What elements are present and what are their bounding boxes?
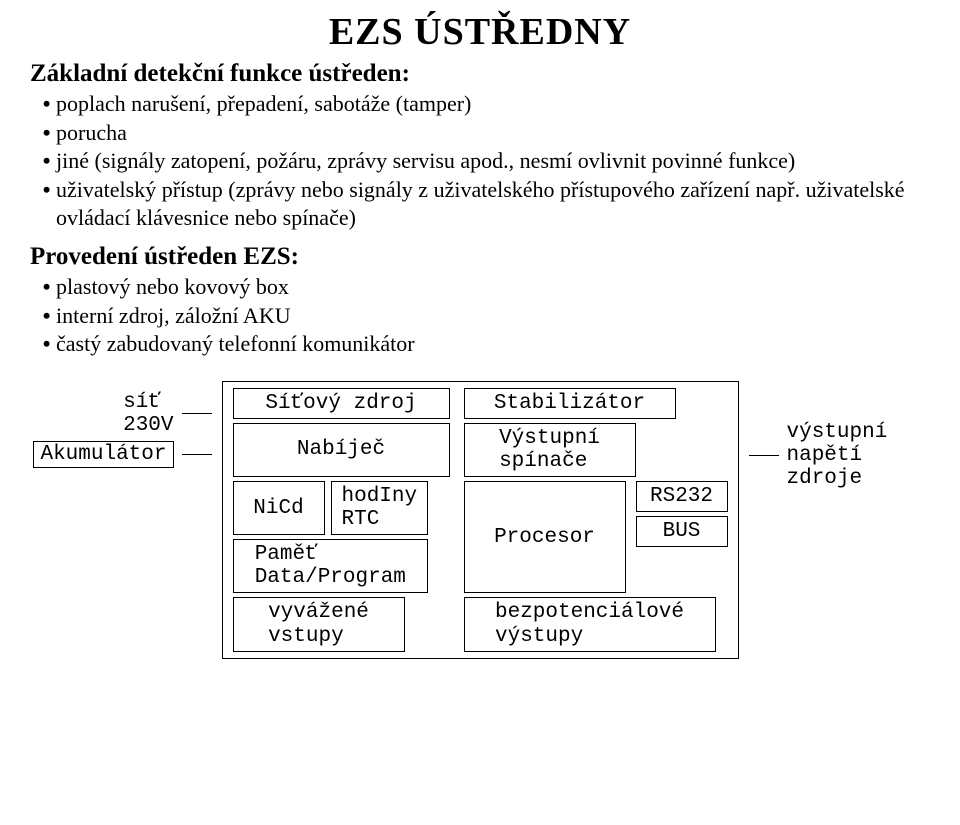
bullets: plastový nebo kovový box interní zdroj, … [30,273,930,359]
bullets: poplach narušení, přepadení, sabotáže (t… [30,90,930,233]
box-nicd: NiCd [233,481,325,535]
box-rs232: RS232 [636,481,728,512]
page-title: EZS ÚSTŘEDNY [30,10,930,54]
label-text: síť 230V [123,391,173,437]
list-item: uživatelský přístup (zprávy nebo signály… [56,176,930,233]
block-diagram: síť 230V Akumulátor výstupní napětí zdro… [30,381,930,659]
box-bezpotencialove-vystupy: bezpotenciálové výstupy [464,597,716,651]
list-item: plastový nebo kovový box [56,273,930,302]
section-construction: Provedení ústředen EZS: plastový nebo ko… [30,243,930,359]
box-stabilizator: Stabilizátor [464,388,676,419]
box-hodiny-rtc: hodIny RTC [331,481,429,535]
box-procesor: Procesor [464,481,626,593]
box-sitovy-zdroj: Síťový zdroj [233,388,450,419]
section-heading: Základní detekční funkce ústředen: [30,60,930,88]
box-nabijec: Nabíječ [233,423,450,477]
section-detection: Základní detekční funkce ústředen: popla… [30,60,930,233]
ext-label-aku: Akumulátor [33,441,211,468]
ext-label-vystupni: výstupní napětí zdroje [749,421,888,490]
connector [182,413,212,414]
box-pamet: Paměť Data/Program [233,539,429,593]
list-item: interní zdroj, záložní AKU [56,302,930,331]
aku-box: Akumulátor [33,441,173,468]
central-unit: Síťový zdroj Stabilizátor Nabíječ Výstup… [222,381,739,659]
box-vystupni-spinace: Výstupní spínače [464,423,636,477]
section-heading: Provedení ústředen EZS: [30,243,930,271]
box-bus: BUS [636,516,728,547]
label-text: výstupní napětí zdroje [787,421,888,490]
list-item: jiné (signály zatopení, požáru, zprávy s… [56,147,930,176]
list-item: porucha [56,119,930,148]
box-vyvazene-vstupy: vyvážené vstupy [233,597,405,651]
list-item: poplach narušení, přepadení, sabotáže (t… [56,90,930,119]
ext-label-sit: síť 230V [123,391,211,437]
connector [749,455,779,456]
list-item: častý zabudovaný telefonní komunikátor [56,330,930,359]
connector [182,454,212,455]
